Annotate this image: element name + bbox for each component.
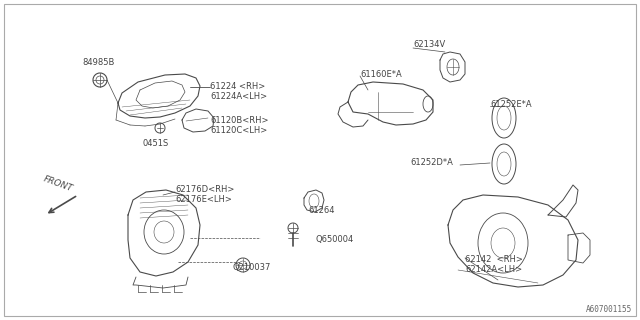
Text: 61264: 61264 (308, 206, 335, 215)
Text: 62142  <RH>
62142A<LH>: 62142 <RH> 62142A<LH> (465, 255, 523, 275)
Text: FRONT: FRONT (42, 174, 74, 193)
Text: 61252E*A: 61252E*A (490, 100, 532, 109)
Text: Q210037: Q210037 (232, 263, 270, 272)
Text: 62176D<RH>
62176E<LH>: 62176D<RH> 62176E<LH> (175, 185, 234, 204)
Text: Q650004: Q650004 (315, 235, 353, 244)
Text: 0451S: 0451S (142, 139, 168, 148)
Text: 61224 <RH>
61224A<LH>: 61224 <RH> 61224A<LH> (210, 82, 267, 101)
Text: 62134V: 62134V (413, 40, 445, 49)
Text: A607001155: A607001155 (586, 305, 632, 314)
Text: 61120B<RH>
61120C<LH>: 61120B<RH> 61120C<LH> (210, 116, 269, 135)
Text: 84985B: 84985B (82, 58, 115, 67)
Text: 61160E*A: 61160E*A (360, 70, 402, 79)
Text: 61252D*A: 61252D*A (410, 158, 453, 167)
